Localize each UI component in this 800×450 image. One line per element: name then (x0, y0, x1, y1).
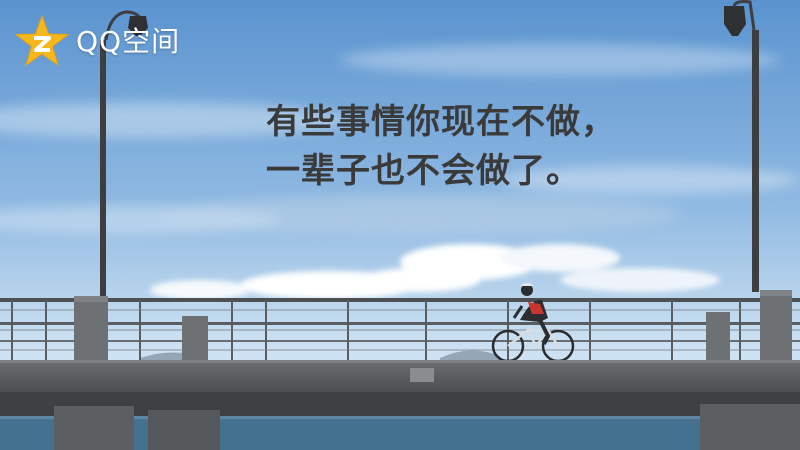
quote-line-1: 有些事情你现在不做， (266, 102, 616, 142)
quote-line-2: 一辈子也不会做了。 (266, 151, 581, 191)
clouds (0, 44, 800, 235)
bridge-deck (0, 360, 800, 450)
qzone-logo[interactable]: QQ空间 (14, 14, 204, 70)
cumulus-clouds (150, 244, 720, 300)
distant-hills (140, 350, 500, 360)
quote-text: 有些事情你现在不做， 一辈子也不会做了。 (266, 98, 646, 196)
cyclist (491, 283, 575, 363)
brand-name: QQ空间 (76, 25, 181, 58)
lamp-post-left (100, 10, 148, 300)
qzone-star-icon (14, 14, 70, 67)
lamp-post-right (724, 0, 759, 292)
bridge-railing (0, 290, 800, 362)
